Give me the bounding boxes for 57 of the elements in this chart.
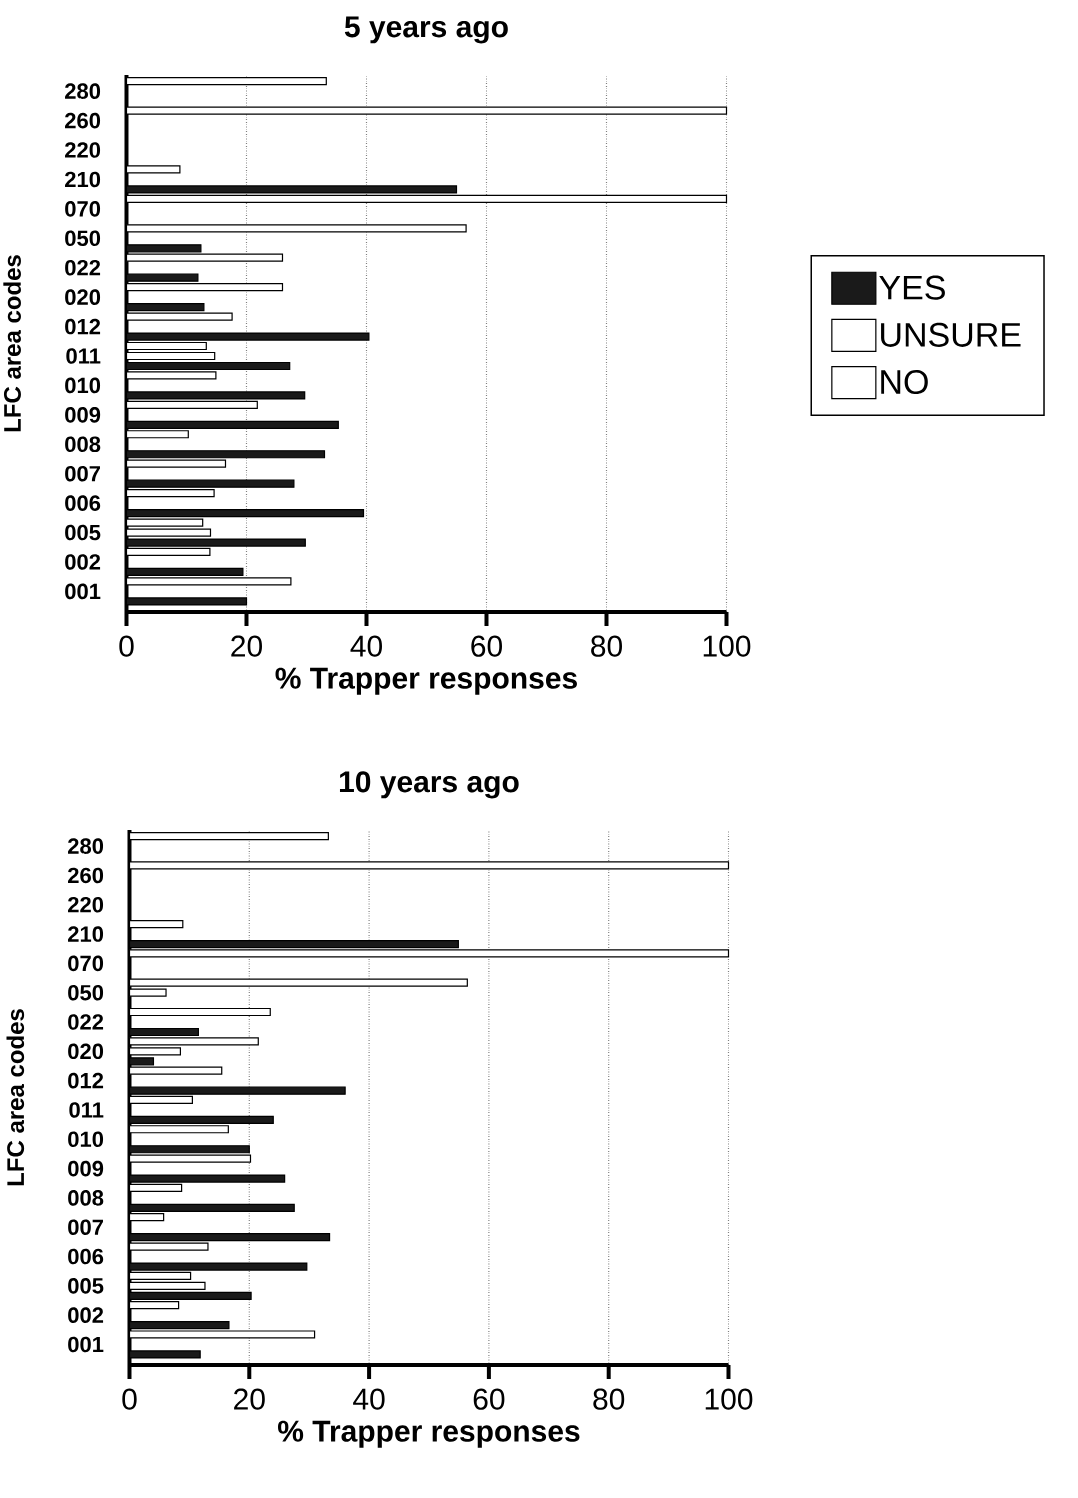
x-axis-title: % Trapper responses (275, 667, 577, 695)
y-tick-label: 220 (64, 142, 100, 158)
y-tick-label: 008 (64, 436, 101, 453)
y-tick-label: 012 (67, 1072, 103, 1089)
y-tick-label: 260 (67, 867, 103, 884)
y-tick-label: 011 (66, 348, 101, 364)
y-tick-label: 280 (64, 83, 100, 99)
y-tick-label: 005 (64, 524, 101, 541)
y-axis-title: LFC area codes (6, 1009, 24, 1186)
y-tick-label: 210 (64, 171, 100, 188)
y-tick-label: 022 (64, 259, 100, 276)
x-tick-label: 0 (119, 635, 134, 657)
y-tick-label: 220 (67, 896, 103, 913)
y-tick-label: 006 (67, 1248, 103, 1265)
x-tick-label: 60 (471, 635, 502, 657)
legend-label: NO (881, 370, 928, 395)
y-tick-label: 001 (67, 1336, 104, 1353)
y-tick-label: 020 (64, 289, 100, 305)
x-tick-label: 40 (350, 635, 382, 657)
x-tick-label: 80 (593, 1388, 624, 1410)
y-tick-label: 022 (67, 1014, 103, 1030)
y-tick-label: 050 (67, 984, 103, 1001)
x-axis-title: % Trapper responses (277, 1420, 580, 1448)
x-tick-label: 60 (473, 1388, 505, 1410)
y-tick-label: 009 (64, 407, 100, 423)
x-tick-label: 40 (352, 1388, 385, 1410)
y-tick-label: 070 (64, 201, 100, 217)
y-tick-label: 050 (64, 230, 100, 247)
y-tick-label: 009 (67, 1160, 103, 1177)
y-tick-label: 011 (69, 1102, 104, 1118)
y-tick-label: 002 (67, 1307, 103, 1323)
chart-title: 10 years ago (339, 771, 519, 799)
x-tick-label: 0 (122, 1388, 137, 1410)
x-tick-label: 100 (703, 635, 751, 657)
y-tick-label: 020 (67, 1043, 103, 1060)
y-tick-label: 012 (64, 318, 100, 335)
x-tick-label: 20 (231, 635, 262, 657)
y-tick-label: 006 (64, 495, 100, 511)
legend-label: UNSURE (880, 322, 1021, 347)
x-tick-label: 20 (233, 1388, 265, 1410)
y-axis-title: LFC area codes (3, 255, 21, 432)
y-tick-label: 005 (67, 1278, 104, 1294)
y-tick-label: 070 (67, 955, 103, 972)
y-tick-label: 010 (67, 1131, 103, 1148)
y-tick-label: 001 (64, 583, 101, 600)
y-tick-label: 007 (67, 1219, 103, 1236)
y-tick-label: 210 (67, 926, 103, 942)
y-tick-label: 008 (67, 1190, 104, 1206)
chart-title: 5 years ago (344, 16, 508, 44)
y-tick-label: 260 (64, 112, 100, 129)
legend-label: YES (878, 275, 945, 300)
x-tick-label: 100 (705, 1388, 753, 1410)
y-tick-label: 007 (64, 465, 100, 482)
y-tick-label: 010 (64, 377, 100, 394)
y-tick-label: 002 (64, 554, 100, 570)
x-tick-label: 80 (590, 635, 622, 657)
y-tick-label: 280 (67, 838, 103, 854)
